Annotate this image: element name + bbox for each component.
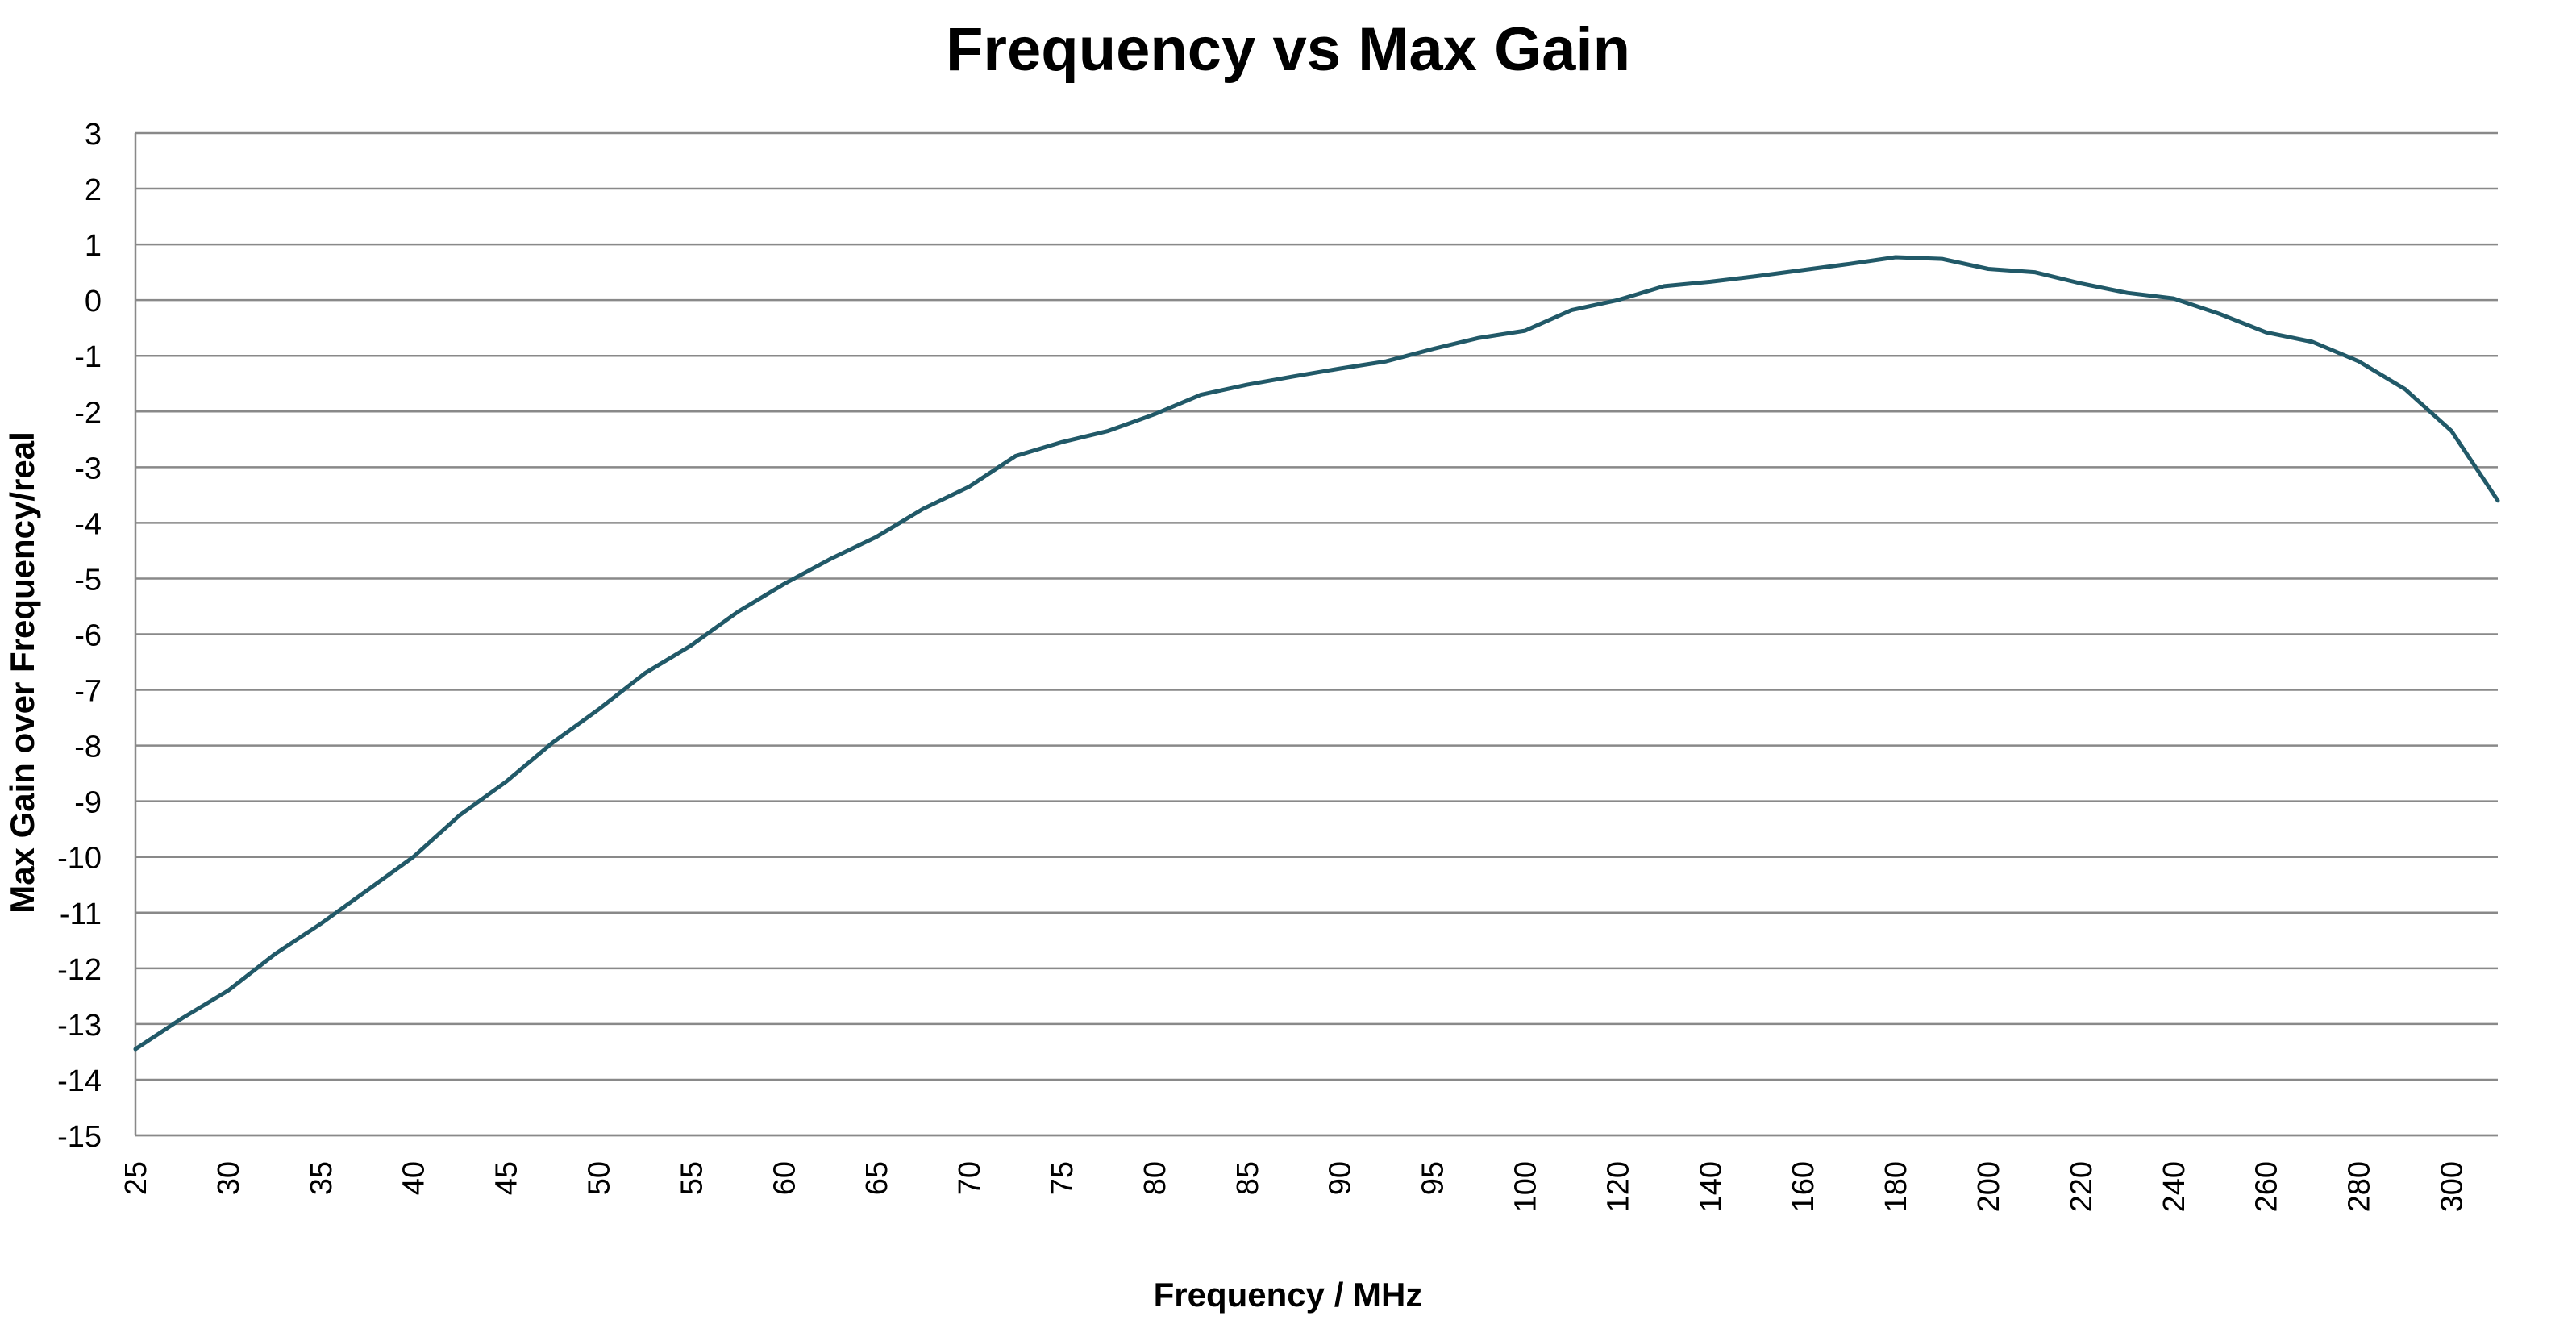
y-tick-label: 0	[85, 285, 102, 319]
x-tick-label: 200	[1972, 1161, 2006, 1212]
x-tick-label: 65	[860, 1161, 894, 1195]
x-axis-title: Frequency / MHz	[1153, 1276, 1423, 1314]
y-tick-label: 2	[85, 173, 102, 207]
series-group	[133, 255, 2500, 1052]
x-tick-label: 85	[1231, 1161, 1265, 1195]
y-tick-label: -8	[74, 731, 102, 764]
x-tick-labels: 25 30 35 40 45 50 55 60 65 70 75 80 85 90 95 100 120 140 1…	[119, 1161, 2470, 1212]
x-tick-label: 300	[2436, 1161, 2470, 1212]
y-tick-label: -5	[74, 563, 102, 597]
x-tick-label: 45	[490, 1161, 524, 1195]
y-tick-label: -9	[74, 786, 102, 820]
y-tick-label: -13	[57, 1009, 102, 1043]
x-tick-label: 140	[1694, 1161, 1728, 1212]
y-tick-labels: 3 2 1 0 -1 -2 -3 -4 -5 -6 -7 -8 -9 -10 -11 -12 -13 -14 -15	[57, 118, 102, 1154]
x-tick-label: 220	[2065, 1161, 2099, 1212]
x-tick-label: 280	[2343, 1161, 2377, 1212]
y-tick-label: -10	[57, 842, 102, 876]
y-tick-label: -4	[74, 507, 102, 541]
x-tick-label: 240	[2158, 1161, 2191, 1212]
y-tick-label: -15	[57, 1120, 102, 1154]
x-tick-label: 25	[119, 1161, 153, 1195]
x-tick-label: 75	[1046, 1161, 1080, 1195]
y-tick-label: -11	[60, 897, 102, 931]
chart-title: Frequency vs Max Gain	[946, 15, 1630, 84]
y-tick-label: -3	[74, 452, 102, 485]
y-tick-label: 3	[85, 118, 102, 152]
y-tick-label: 1	[85, 229, 102, 263]
x-tick-label: 90	[1324, 1161, 1358, 1195]
x-tick-label: 50	[583, 1161, 617, 1195]
x-axis	[134, 133, 2498, 1137]
x-tick-label: 260	[2250, 1161, 2284, 1212]
x-tick-label: 120	[1601, 1161, 1635, 1212]
x-tick-label: 30	[212, 1161, 246, 1195]
gridlines	[135, 131, 2498, 1137]
x-tick-label: 80	[1138, 1161, 1172, 1195]
x-tick-label: 70	[953, 1161, 987, 1195]
series-line	[133, 255, 2500, 1052]
x-tick-label: 55	[675, 1161, 709, 1195]
x-tick-label: 35	[305, 1161, 339, 1195]
x-tick-label: 180	[1879, 1161, 1913, 1212]
y-tick-label: -2	[74, 396, 102, 430]
y-tick-label: -1	[74, 340, 102, 374]
y-tick-label: -12	[57, 953, 102, 987]
y-tick-label: -14	[57, 1064, 102, 1098]
x-tick-label: 95	[1417, 1161, 1450, 1195]
x-tick-label: 40	[397, 1161, 431, 1195]
y-tick-label: -7	[74, 675, 102, 709]
x-tick-label: 160	[1787, 1161, 1821, 1212]
y-tick-label: -6	[74, 619, 102, 653]
x-tick-label: 100	[1509, 1161, 1543, 1212]
x-tick-label: 60	[768, 1161, 801, 1195]
